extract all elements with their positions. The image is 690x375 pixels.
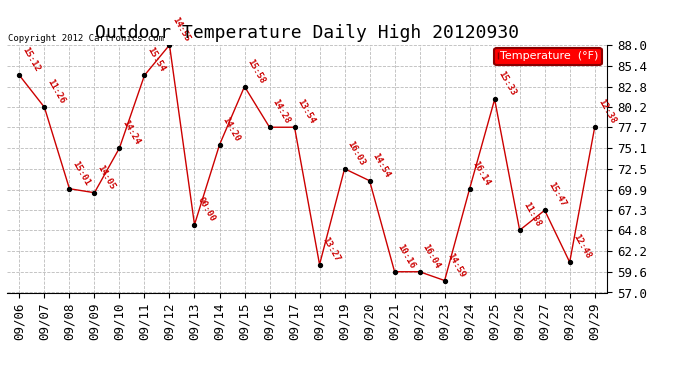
Text: 00:00: 00:00 [196,195,217,223]
Point [564,259,575,265]
Text: 15:47: 15:47 [546,181,567,209]
Text: 11:26: 11:26 [46,78,67,106]
Text: 14:05: 14:05 [96,164,117,191]
Text: 14:28: 14:28 [270,98,292,126]
Text: 14:20: 14:20 [221,116,242,143]
Point [164,42,175,48]
Point [439,278,450,284]
Text: 16:04: 16:04 [421,242,442,270]
Point [314,261,325,267]
Point [14,72,25,78]
Text: 15:33: 15:33 [496,70,517,98]
Text: 13:27: 13:27 [321,235,342,263]
Text: 15:58: 15:58 [246,57,267,85]
Point [539,207,550,213]
Text: Copyright 2012 Cartronics.com: Copyright 2012 Cartronics.com [8,33,164,42]
Legend: Temperature  (°F): Temperature (°F) [494,48,602,65]
Point [414,269,425,275]
Point [239,84,250,90]
Point [264,124,275,130]
Point [39,104,50,110]
Text: 15:01: 15:01 [70,159,92,187]
Text: 14:24: 14:24 [121,118,142,146]
Point [514,227,525,233]
Text: 14:59: 14:59 [446,251,467,279]
Point [89,190,100,196]
Text: 16:03: 16:03 [346,140,367,167]
Text: 12:38: 12:38 [596,98,617,126]
Point [189,222,200,228]
Point [64,186,75,192]
Point [364,178,375,184]
Text: 16:14: 16:14 [471,159,492,187]
Text: 12:48: 12:48 [571,233,592,261]
Text: 10:16: 10:16 [396,242,417,270]
Text: 14:54: 14:54 [371,152,392,179]
Text: 13:54: 13:54 [296,98,317,126]
Text: 11:38: 11:38 [521,201,542,229]
Point [339,166,350,172]
Point [289,124,300,130]
Point [464,186,475,192]
Title: Outdoor Temperature Daily High 20120930: Outdoor Temperature Daily High 20120930 [95,24,519,42]
Point [389,269,400,275]
Point [489,96,500,102]
Text: 14:55: 14:55 [170,16,192,44]
Point [114,145,125,151]
Point [589,124,600,130]
Point [214,142,225,148]
Point [139,72,150,78]
Text: 15:12: 15:12 [21,46,42,74]
Text: 15:54: 15:54 [146,46,167,74]
